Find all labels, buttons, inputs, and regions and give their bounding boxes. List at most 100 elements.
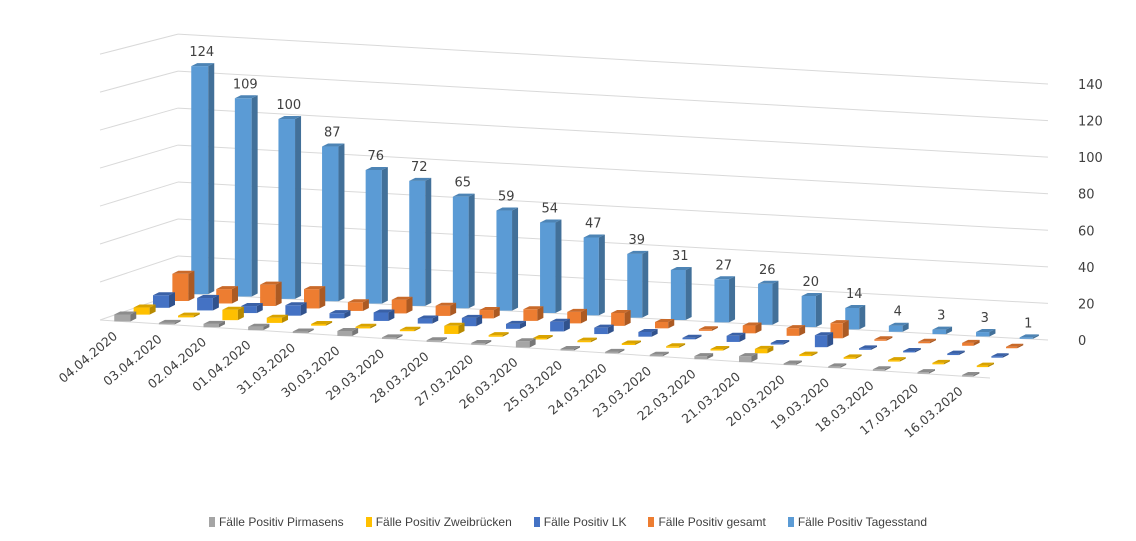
bar-side: [799, 325, 806, 336]
bar-side: [795, 360, 802, 365]
bar-side: [886, 336, 893, 341]
bar-front: [337, 330, 353, 336]
bar-front: [347, 302, 363, 311]
bar-side: [1002, 353, 1009, 358]
bar-side: [520, 320, 526, 329]
bar-front: [322, 146, 339, 302]
data-label: 27: [715, 258, 732, 273]
bar-front: [583, 237, 599, 316]
bar-top: [304, 286, 326, 290]
bar-top: [726, 332, 746, 336]
bar-top: [638, 328, 658, 332]
bar-side: [212, 295, 219, 311]
bar-top: [479, 307, 500, 311]
bar-top: [783, 360, 802, 364]
data-label: 3: [981, 311, 989, 326]
bar-front: [903, 350, 915, 353]
bar-top: [577, 337, 597, 341]
bar-top: [830, 320, 849, 324]
bar-front: [962, 342, 974, 346]
bar-side: [679, 343, 686, 348]
bar-side: [307, 328, 314, 334]
y-tick-label: 120: [1078, 115, 1103, 130]
bar-top: [322, 143, 345, 147]
bar-top: [814, 332, 834, 336]
bar-front: [285, 305, 301, 316]
bar-side: [326, 320, 333, 326]
bar-top: [365, 166, 388, 170]
bar-side: [319, 286, 326, 309]
bar-side: [450, 302, 457, 316]
bar-top: [991, 353, 1009, 357]
bar-top: [203, 320, 225, 324]
bar-front: [714, 279, 730, 323]
bar-front: [594, 327, 608, 335]
bar-top: [786, 325, 806, 329]
bar-front: [917, 372, 929, 374]
gridline: [177, 70, 1049, 122]
bar-top: [292, 328, 314, 332]
bar-top: [859, 345, 877, 349]
bar-top: [355, 323, 377, 327]
bar-side: [884, 366, 891, 371]
bar-top: [337, 327, 359, 331]
bar-front: [234, 98, 252, 297]
bar-front: [577, 340, 591, 343]
bar-side: [973, 372, 980, 377]
bar-side: [635, 340, 641, 346]
bar-side: [772, 280, 779, 325]
bar-front: [710, 349, 724, 351]
bar-top: [742, 322, 762, 326]
bar-top: [266, 314, 288, 318]
bar-side: [174, 319, 181, 325]
bar-front: [874, 339, 887, 341]
bar-top: [515, 338, 536, 342]
bar-top: [649, 351, 669, 355]
bar-top: [567, 308, 587, 312]
legend-label: Fälle Positiv Pirmasens: [218, 515, 344, 529]
bar-front: [461, 317, 477, 327]
bar-side: [988, 362, 994, 368]
bar-side: [695, 334, 702, 340]
legend: Fälle Positiv Pirmasens Fälle Positiv Zwe…: [0, 515, 1136, 529]
bar-front: [365, 169, 382, 304]
bar-side: [581, 308, 587, 324]
bar-side: [668, 318, 675, 329]
bar-top: [444, 322, 465, 326]
bar-top: [435, 302, 457, 306]
bar-front: [311, 323, 327, 326]
bar-top: [523, 306, 544, 310]
bar-side: [493, 307, 500, 319]
bar-top: [754, 345, 774, 349]
bar-top: [409, 177, 432, 181]
bar-side: [1032, 334, 1039, 339]
bar-front: [888, 360, 900, 362]
bar-top: [550, 318, 570, 322]
bar-front: [754, 348, 768, 354]
bar-front: [888, 325, 903, 332]
bar-side: [902, 322, 909, 332]
bar-top: [583, 234, 605, 238]
bar-top: [594, 324, 614, 328]
legend-swatch: [787, 517, 794, 527]
bar-top: [605, 348, 625, 352]
legend-item: Fälle Positiv Pirmasens: [208, 515, 344, 529]
bar-front: [471, 343, 486, 345]
bar-front: [976, 332, 990, 337]
bar-front: [932, 362, 944, 365]
gridline: [177, 107, 1049, 158]
bar-top: [158, 319, 181, 323]
bar-top: [917, 369, 935, 373]
data-label: 1: [1024, 316, 1032, 331]
bar-top: [417, 315, 439, 319]
side-gridline: [99, 107, 179, 131]
bar-side: [440, 337, 447, 342]
legend-label: Fälle Positiv Tagesstand: [797, 515, 928, 529]
bar-side: [574, 345, 580, 351]
bar-top: [373, 309, 395, 313]
bar-side: [237, 306, 244, 321]
bar-side: [729, 276, 736, 323]
legend-item: Fälle Positiv Zweibrücken: [365, 515, 512, 529]
